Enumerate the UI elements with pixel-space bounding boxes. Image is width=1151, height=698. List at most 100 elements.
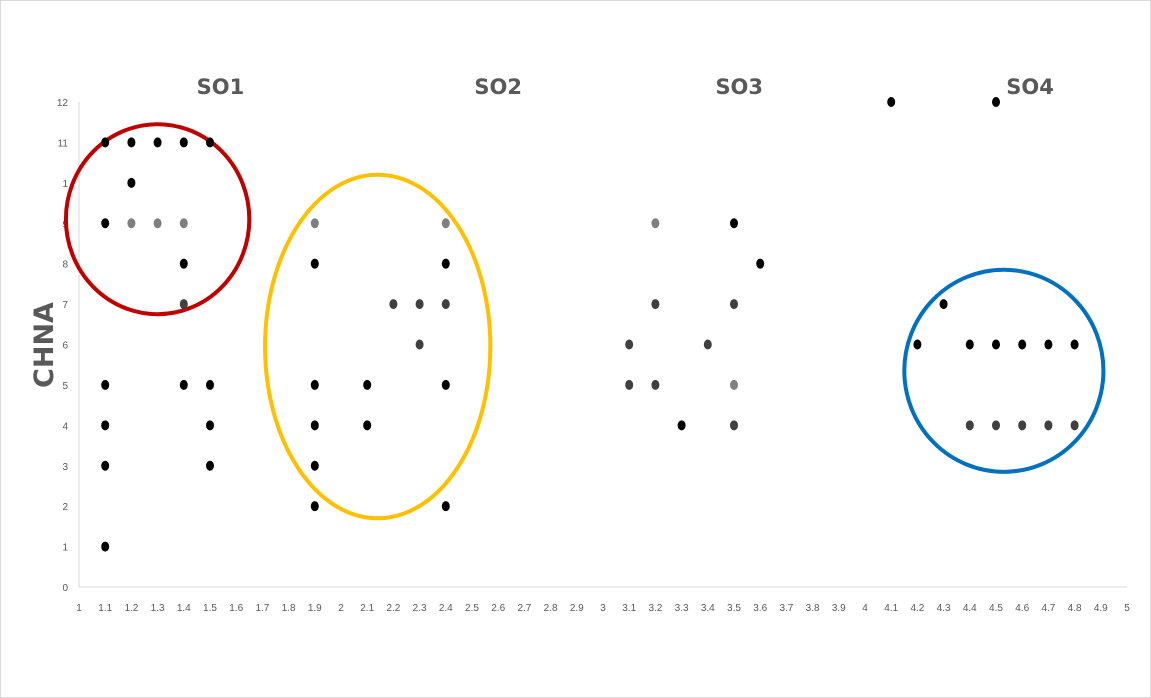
y-tick-label: 8 <box>62 260 68 271</box>
x-tick-label: 4.7 <box>1041 603 1055 614</box>
highlight-ellipse-so4 <box>902 267 1106 474</box>
data-point <box>179 258 188 269</box>
x-tick-label: 3.7 <box>779 603 793 614</box>
data-point <box>127 177 136 188</box>
data-point <box>441 258 450 269</box>
data-point <box>310 258 319 269</box>
data-point <box>415 339 424 350</box>
data-point <box>677 420 686 431</box>
data-point <box>206 379 214 390</box>
data-point <box>153 137 162 148</box>
x-tick-label: 2.5 <box>465 603 479 614</box>
data-point <box>625 339 634 350</box>
axes: 1 1.1 1.2 1.3 1.4 1.5 1.6 1.7 1.8 1.9 2 2.1 2.2 2.3 2.… <box>57 98 1130 614</box>
y-tick-label: 1 <box>62 543 68 554</box>
data-point <box>1070 339 1079 350</box>
y-tick-label: 0 <box>62 583 68 594</box>
x-tick-label: 1.9 <box>308 603 322 614</box>
data-point <box>730 379 738 390</box>
x-tick-label: 3.3 <box>675 603 689 614</box>
x-tick-label: 2.1 <box>360 603 374 614</box>
data-point <box>965 420 974 431</box>
data-point <box>179 218 188 229</box>
data-point <box>179 137 188 148</box>
y-tick-label: 1 <box>62 179 68 190</box>
data-point <box>127 218 136 229</box>
data-point <box>992 97 1000 107</box>
data-point <box>703 339 712 350</box>
data-point <box>1044 420 1053 431</box>
data-point <box>939 299 948 310</box>
x-tick-label: 3.1 <box>622 603 636 614</box>
data-point <box>651 379 660 390</box>
x-tick-label: 3.4 <box>701 603 715 614</box>
x-tick-label: 4.6 <box>1015 603 1029 614</box>
group-label-so4: SO4 <box>1006 75 1054 99</box>
data-point <box>363 420 372 431</box>
x-tick-label: 2.8 <box>544 603 558 614</box>
data-point <box>651 299 660 310</box>
data-point <box>206 420 214 431</box>
x-tick-label: 1.4 <box>177 603 191 614</box>
data-point <box>179 299 188 310</box>
data-point <box>1070 420 1079 431</box>
x-tick-label: 2.9 <box>570 603 584 614</box>
y-tick-label: 5 <box>62 381 68 392</box>
data-point <box>101 379 110 390</box>
x-tick-label: 3.2 <box>648 603 662 614</box>
x-tick-label: 3 <box>600 603 606 614</box>
x-tick-label: 1.5 <box>203 603 217 614</box>
data-point <box>206 137 214 148</box>
data-point <box>730 299 738 310</box>
data-point <box>179 379 188 390</box>
x-tick-label: 1.2 <box>124 603 138 614</box>
x-tick-label: 3.9 <box>832 603 846 614</box>
x-tick-label: 4.9 <box>1094 603 1108 614</box>
data-point <box>101 460 110 471</box>
data-point <box>363 379 372 390</box>
x-tick-label: 1.3 <box>151 603 165 614</box>
data-point <box>310 501 319 512</box>
group-label-so1: SO1 <box>197 75 245 99</box>
labels: SO1 SO2 SO3 SO4 CHNA <box>29 75 1054 388</box>
x-tick-label: 1 <box>76 603 82 614</box>
data-points <box>101 97 1079 552</box>
data-point <box>441 299 450 310</box>
data-point <box>127 137 136 148</box>
data-point <box>913 339 922 350</box>
x-tick-label: 4 <box>862 603 868 614</box>
data-point <box>992 339 1000 350</box>
data-point <box>310 460 319 471</box>
data-point <box>206 460 214 471</box>
y-tick-label: 12 <box>57 98 69 109</box>
highlight-ellipse-so1 <box>63 122 252 317</box>
highlight-ellipse-so2 <box>263 172 493 521</box>
highlight-ellipses <box>63 122 1106 521</box>
data-point <box>651 218 660 229</box>
x-tick-label: 3.8 <box>806 603 820 614</box>
x-tick-label: 4.2 <box>910 603 924 614</box>
x-tick-label: 2.4 <box>439 603 453 614</box>
y-axis-title: CHNA <box>29 302 60 388</box>
y-tick-label: 2 <box>62 502 68 513</box>
x-tick-label: 4.1 <box>884 603 898 614</box>
x-tick-label: 3.5 <box>727 603 741 614</box>
y-tick-label: 7 <box>62 300 68 311</box>
x-tick-label: 2.7 <box>517 603 531 614</box>
data-point <box>441 501 450 512</box>
data-point <box>101 137 110 148</box>
x-tick-label: 1.8 <box>282 603 296 614</box>
y-tick-label: 4 <box>62 421 68 432</box>
data-point <box>756 258 765 269</box>
data-point <box>1018 339 1027 350</box>
data-point <box>730 218 738 229</box>
x-tick-label: 2.6 <box>491 603 505 614</box>
x-tick-label: 1.1 <box>98 603 112 614</box>
data-point <box>441 379 450 390</box>
group-label-so3: SO3 <box>715 75 763 99</box>
x-tick-label: 4.8 <box>1068 603 1082 614</box>
x-tick-label: 4.5 <box>989 603 1003 614</box>
data-point <box>415 299 424 310</box>
y-tick-label: 3 <box>62 462 68 473</box>
